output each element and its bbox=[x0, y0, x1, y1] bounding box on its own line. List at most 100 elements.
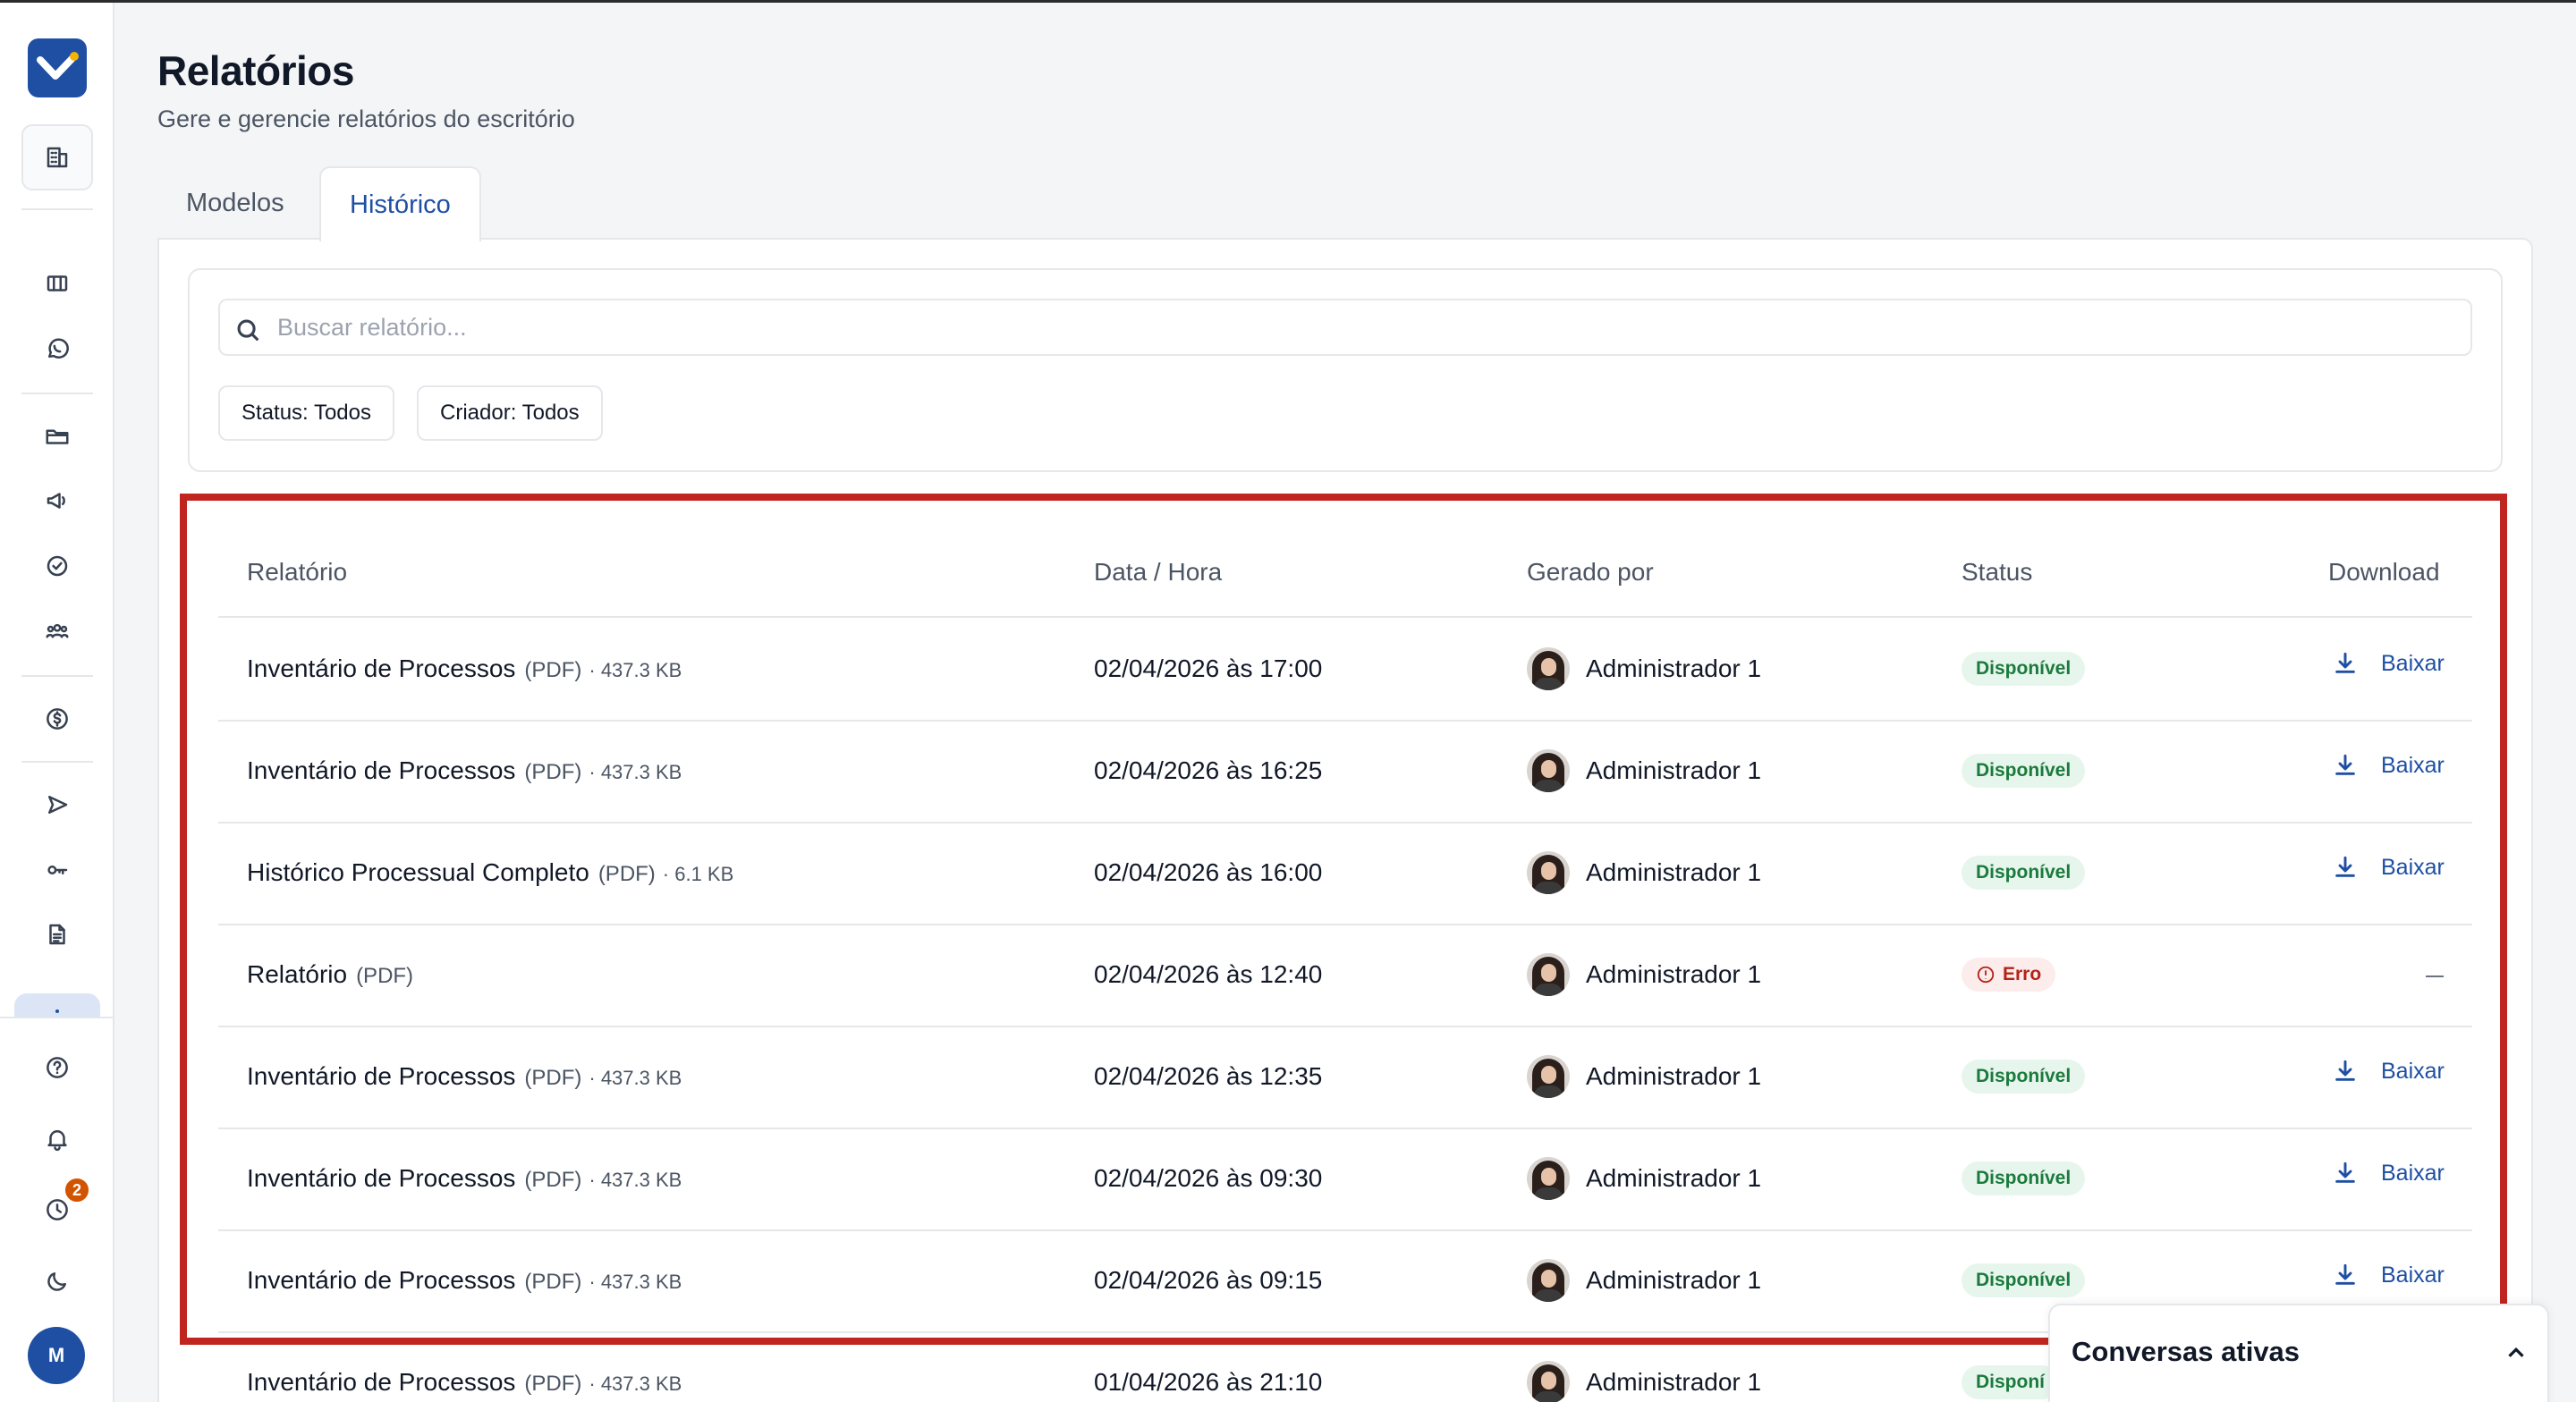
tab-modelos[interactable]: Modelos bbox=[186, 188, 284, 217]
report-size: · 437.3 KB bbox=[589, 761, 682, 783]
user-avatar[interactable]: M bbox=[28, 1327, 85, 1384]
report-datetime: 02/04/2026 às 12:40 bbox=[1094, 960, 1323, 988]
page-title: Relatórios bbox=[157, 47, 354, 94]
generated-by-name: Administrador 1 bbox=[1586, 756, 1762, 784]
sidebar-item-folders[interactable] bbox=[21, 403, 93, 469]
column-header-datetime: Data / Hora bbox=[1094, 558, 1223, 586]
history-button[interactable] bbox=[21, 1177, 93, 1243]
download-button[interactable]: Baixar bbox=[2331, 646, 2445, 681]
active-conversations-widget[interactable]: Conversas ativas bbox=[2048, 1304, 2549, 1402]
status-badge: Disponível bbox=[1962, 754, 2086, 788]
sidebar-item-team[interactable] bbox=[21, 598, 93, 664]
generated-by-name: Administrador 1 bbox=[1586, 858, 1762, 886]
sidebar-item-finance[interactable] bbox=[21, 686, 93, 752]
report-name-cell: Relatório (PDF) bbox=[247, 960, 413, 989]
key-icon bbox=[47, 866, 68, 874]
download-icon bbox=[2335, 1060, 2355, 1081]
send-icon bbox=[48, 796, 68, 814]
report-name: Inventário de Processos bbox=[247, 1164, 516, 1192]
download-button[interactable]: Baixar bbox=[2331, 1053, 2445, 1089]
report-format: (PDF) bbox=[524, 658, 582, 682]
user-photo-avatar bbox=[1527, 749, 1570, 792]
report-format: (PDF) bbox=[524, 1270, 582, 1294]
generated-by-cell: Administrador 1 bbox=[1527, 953, 1761, 996]
bell-icon bbox=[47, 1130, 67, 1152]
sidebar-item-campaigns[interactable] bbox=[21, 468, 93, 534]
error-icon bbox=[1977, 966, 1995, 984]
status-badge: Disponível bbox=[1962, 1161, 2086, 1195]
column-header-status: Status bbox=[1962, 558, 2033, 586]
report-name: Inventário de Processos bbox=[247, 1062, 516, 1090]
page-subtitle: Gere e gerencie relatórios do escritório bbox=[157, 106, 575, 132]
sidebar-item-kanban[interactable] bbox=[21, 250, 93, 317]
sidebar-item-tasks[interactable] bbox=[21, 533, 93, 599]
status-label: Disponível bbox=[1976, 1168, 2072, 1188]
creator-filter-button[interactable]: Criador: Todos bbox=[417, 385, 603, 441]
report-datetime: 02/04/2026 às 09:30 bbox=[1094, 1164, 1323, 1192]
folder-icon bbox=[46, 429, 69, 444]
chat-widget-title: Conversas ativas bbox=[2072, 1336, 2301, 1367]
report-name: Inventário de Processos bbox=[247, 655, 516, 682]
team-icon bbox=[46, 623, 69, 638]
window-top-border bbox=[0, 0, 2576, 3]
report-datetime: 02/04/2026 às 09:15 bbox=[1094, 1266, 1323, 1294]
report-name-cell: Inventário de Processos (PDF) · 437.3 KB bbox=[247, 1164, 682, 1193]
search-input[interactable] bbox=[277, 300, 2460, 354]
generated-by-name: Administrador 1 bbox=[1586, 655, 1762, 682]
row-divider bbox=[218, 1128, 2472, 1129]
column-header-report: Relatório bbox=[247, 558, 348, 586]
report-format: (PDF) bbox=[524, 1372, 582, 1396]
report-name-cell: Inventário de Processos (PDF) · 437.3 KB bbox=[247, 655, 682, 683]
sidebar-item-whatsapp[interactable] bbox=[21, 316, 93, 382]
download-label: Baixar bbox=[2381, 650, 2445, 676]
status-label: Disponí bbox=[1976, 1372, 2045, 1392]
sidebar-item-access[interactable] bbox=[21, 837, 93, 903]
dollar-icon bbox=[47, 708, 68, 730]
sidebar-item-office[interactable] bbox=[21, 124, 93, 190]
check-circle-icon bbox=[47, 555, 68, 577]
download-icon bbox=[2335, 856, 2355, 877]
column-header-download: Download bbox=[2328, 558, 2440, 586]
download-label: Baixar bbox=[2381, 1262, 2445, 1288]
notifications-button[interactable] bbox=[21, 1106, 93, 1172]
sidebar-divider bbox=[21, 761, 93, 763]
status-badge: Erro bbox=[1962, 958, 2056, 992]
user-photo-avatar bbox=[1527, 1157, 1570, 1200]
download-icon bbox=[2335, 754, 2355, 775]
help-button[interactable] bbox=[21, 1035, 93, 1101]
report-name: Histórico Processual Completo bbox=[247, 858, 589, 886]
status-filter-button[interactable]: Status: Todos bbox=[218, 385, 394, 441]
sidebar-divider bbox=[21, 208, 93, 210]
app-logo[interactable] bbox=[28, 38, 87, 97]
report-name: Inventário de Processos bbox=[247, 1266, 516, 1294]
report-size: · 437.3 KB bbox=[589, 1372, 682, 1395]
row-divider bbox=[218, 616, 2472, 618]
download-icon bbox=[2335, 1263, 2355, 1285]
report-size: · 437.3 KB bbox=[589, 1271, 682, 1293]
row-divider bbox=[218, 1026, 2472, 1027]
report-format: (PDF) bbox=[524, 760, 582, 784]
report-name-cell: Inventário de Processos (PDF) · 437.3 KB bbox=[247, 1062, 682, 1091]
download-button[interactable]: Baixar bbox=[2331, 1155, 2445, 1191]
generated-by-cell: Administrador 1 bbox=[1527, 1055, 1761, 1098]
download-icon bbox=[2335, 1161, 2355, 1183]
notification-badge: 2 bbox=[63, 1176, 91, 1204]
status-badge: Disponível bbox=[1962, 1263, 2086, 1297]
download-button[interactable]: Baixar bbox=[2331, 849, 2445, 885]
chevron-up-icon[interactable] bbox=[2503, 1339, 2529, 1366]
download-unavailable bbox=[2426, 975, 2444, 977]
user-photo-avatar bbox=[1527, 953, 1570, 996]
generated-by-name: Administrador 1 bbox=[1586, 1164, 1762, 1192]
sidebar-item-reports-active[interactable] bbox=[14, 993, 100, 1018]
status-badge: Disponível bbox=[1962, 1060, 2086, 1094]
download-button[interactable]: Baixar bbox=[2331, 747, 2445, 783]
sidebar-item-documents[interactable] bbox=[21, 901, 93, 967]
theme-toggle-button[interactable] bbox=[21, 1248, 93, 1314]
download-button[interactable]: Baixar bbox=[2331, 1257, 2445, 1293]
report-name-cell: Inventário de Processos (PDF) · 437.3 KB bbox=[247, 756, 682, 785]
report-format: (PDF) bbox=[524, 1066, 582, 1090]
sidebar-item-send[interactable] bbox=[21, 772, 93, 838]
report-datetime: 01/04/2026 às 21:10 bbox=[1094, 1368, 1323, 1396]
status-label: Disponível bbox=[1976, 760, 2072, 781]
tab-historico[interactable]: Histórico bbox=[319, 166, 481, 241]
